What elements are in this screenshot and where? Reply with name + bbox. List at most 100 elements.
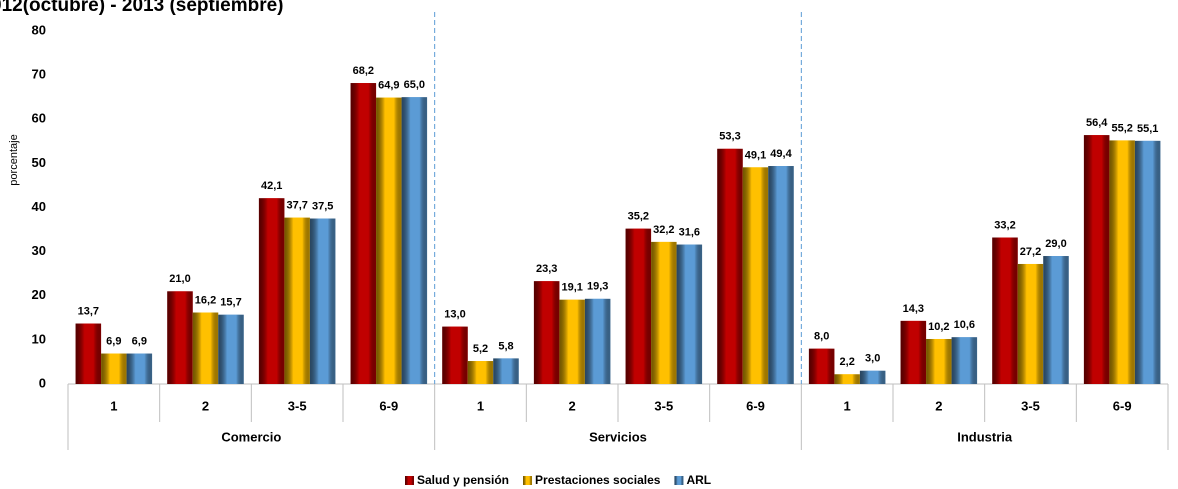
bar-shade	[625, 228, 652, 384]
bar-shade	[376, 97, 402, 384]
bar-shade	[167, 291, 193, 384]
y-tick-label: 30	[32, 243, 46, 258]
bar-shade	[992, 237, 1018, 384]
value-label: 42,1	[261, 180, 282, 192]
x-tick-label: 3-5	[288, 398, 307, 413]
bar-shade	[401, 97, 428, 384]
bar-shade	[651, 241, 677, 384]
value-label: 35,2	[628, 211, 649, 223]
value-label: 10,6	[954, 319, 975, 331]
bar-shade	[533, 281, 560, 384]
bar-shade	[859, 370, 886, 384]
legend-label: Prestaciones sociales	[535, 473, 661, 487]
bar-shade	[218, 314, 244, 384]
value-label: 8,0	[814, 331, 829, 343]
x-tick-label: 3-5	[1021, 398, 1040, 413]
legend-label: ARL	[686, 473, 711, 487]
value-label: 27,2	[1020, 246, 1041, 258]
value-label: 5,2	[473, 343, 488, 355]
value-label: 10,2	[928, 321, 949, 333]
value-label: 14,3	[903, 303, 924, 315]
legend-swatch-shade	[405, 476, 414, 485]
bar-shade	[584, 298, 611, 384]
bar-shade	[309, 218, 336, 384]
value-label: 29,0	[1045, 238, 1066, 250]
value-label: 6,9	[132, 335, 147, 347]
bar-shade	[467, 361, 494, 384]
y-tick-label: 0	[39, 375, 46, 390]
value-label: 23,3	[536, 263, 557, 275]
bar-shade	[900, 320, 927, 384]
value-label: 3,0	[865, 353, 880, 365]
bar-shade	[192, 312, 219, 384]
value-label: 53,3	[719, 131, 740, 143]
y-tick-label: 50	[32, 155, 46, 170]
legend-swatch-shade	[523, 476, 533, 485]
value-label: 5,8	[498, 340, 513, 352]
x-tick-label: 6-9	[1113, 398, 1132, 413]
x-tick-label: 2	[935, 398, 942, 413]
bar-shade	[559, 299, 585, 384]
value-label: 13,7	[78, 305, 99, 317]
bar-shade	[951, 337, 978, 384]
bar-shade	[75, 323, 102, 384]
x-tick-label: 6-9	[746, 398, 765, 413]
bar-shade	[126, 353, 153, 384]
value-label: 33,2	[994, 219, 1015, 231]
bar-shade	[442, 326, 468, 384]
value-label: 49,4	[770, 148, 792, 160]
value-label: 68,2	[353, 65, 374, 77]
value-label: 13,0	[444, 309, 465, 321]
value-label: 31,6	[679, 226, 700, 238]
bar-shade	[284, 217, 310, 384]
chart-title: 012(octubre) - 2013 (septiembre)	[0, 0, 284, 16]
x-tick-label: 3-5	[654, 398, 673, 413]
x-tick-label: 1	[477, 398, 484, 413]
bar-shade	[1134, 140, 1161, 384]
x-tick-label: 2	[202, 398, 209, 413]
bar-shade	[1083, 135, 1110, 384]
bar-shade	[717, 148, 743, 384]
value-label: 37,7	[286, 200, 307, 212]
value-label: 49,1	[745, 149, 766, 161]
bar-shade	[926, 338, 952, 384]
value-label: 32,2	[653, 224, 674, 236]
bar-shade	[768, 166, 794, 384]
value-label: 19,1	[561, 282, 582, 294]
value-label: 19,3	[587, 281, 608, 293]
y-tick-label: 20	[32, 287, 46, 302]
bar-shade	[742, 167, 769, 384]
bar-shade	[350, 83, 377, 384]
y-tick-label: 60	[32, 111, 46, 126]
y-axis-label: porcentaje	[8, 134, 20, 185]
x-tick-label: 2	[569, 398, 576, 413]
y-tick-label: 10	[32, 331, 46, 346]
value-label: 15,7	[220, 297, 241, 309]
value-label: 16,2	[195, 294, 216, 306]
legend-label: Salud y pensión	[417, 473, 509, 487]
x-tick-label: 1	[844, 398, 851, 413]
bar-shade	[1043, 256, 1069, 384]
value-label: 21,0	[169, 273, 190, 285]
bar-shade	[1109, 140, 1135, 384]
legend-swatch-shade	[674, 476, 684, 485]
bar-shade	[493, 358, 519, 384]
value-label: 65,0	[404, 79, 425, 91]
x-tick-label: 6-9	[379, 398, 398, 413]
value-label: 6,9	[106, 335, 121, 347]
bar-shade	[1017, 263, 1044, 384]
group-label: Comercio	[221, 429, 281, 444]
value-label: 56,4	[1086, 117, 1108, 129]
group-label: Servicios	[589, 429, 647, 444]
value-label: 37,5	[312, 200, 333, 212]
bar-shade	[258, 198, 285, 384]
bar-shade	[676, 244, 703, 384]
bar-shade	[101, 353, 127, 384]
value-label: 55,1	[1137, 123, 1158, 135]
y-tick-label: 80	[32, 22, 46, 37]
value-label: 2,2	[840, 356, 855, 368]
group-label: Industria	[957, 429, 1013, 444]
value-label: 64,9	[378, 80, 399, 92]
bar-shade	[808, 348, 835, 384]
